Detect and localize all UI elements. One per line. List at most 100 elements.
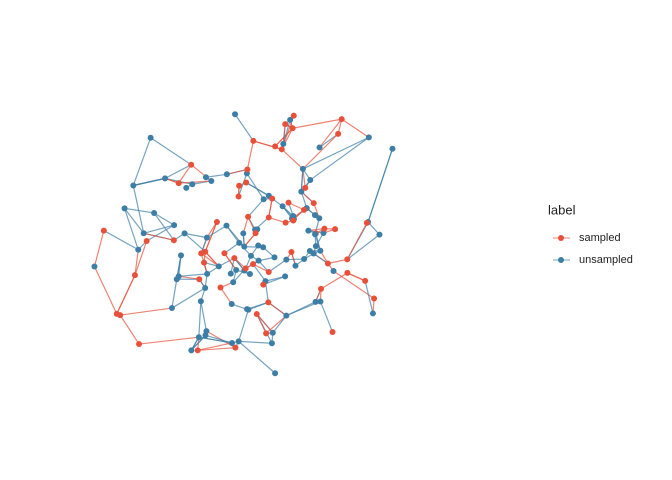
- node-unsampled: [255, 257, 262, 264]
- node-sampled: [289, 125, 296, 132]
- node-unsampled: [203, 234, 210, 241]
- edge: [146, 224, 175, 242]
- node-unsampled: [91, 263, 98, 270]
- node-unsampled: [140, 230, 147, 237]
- node-unsampled: [312, 243, 319, 250]
- edge: [300, 168, 304, 192]
- node-unsampled: [247, 252, 254, 259]
- edge: [252, 263, 266, 282]
- edge: [224, 242, 240, 254]
- node-unsampled: [188, 347, 195, 354]
- node-unsampled: [189, 181, 196, 188]
- edge: [204, 251, 220, 267]
- node-unsampled: [208, 177, 215, 184]
- node-sampled: [131, 272, 138, 279]
- node-unsampled: [279, 203, 286, 210]
- node-unsampled: [130, 182, 137, 189]
- node-sampled: [263, 330, 270, 337]
- edge: [256, 313, 267, 334]
- node-sampled: [310, 200, 317, 207]
- edge: [237, 173, 248, 197]
- edge: [205, 173, 227, 178]
- edge: [302, 136, 370, 170]
- legend: label sampled unsampled: [548, 202, 633, 265]
- node-unsampled: [283, 312, 290, 319]
- node-unsampled: [330, 267, 337, 274]
- node-unsampled: [317, 298, 324, 305]
- node-unsampled: [311, 212, 318, 219]
- node-unsampled: [228, 301, 235, 308]
- node-unsampled: [307, 176, 314, 183]
- node-sampled: [288, 249, 295, 256]
- node-sampled: [321, 225, 328, 232]
- edge: [327, 258, 348, 265]
- edge: [134, 249, 139, 276]
- node-unsampled: [151, 209, 158, 216]
- node-unsampled: [312, 298, 319, 305]
- node-sampled: [221, 250, 228, 257]
- node-sampled: [250, 261, 257, 268]
- node-unsampled: [223, 171, 230, 178]
- edge: [184, 232, 206, 253]
- node-unsampled: [203, 328, 210, 335]
- node-unsampled: [168, 305, 175, 312]
- node-sampled: [363, 219, 370, 226]
- node-unsampled: [202, 285, 209, 292]
- edge: [178, 180, 212, 184]
- edge: [246, 173, 265, 200]
- edge: [319, 301, 334, 333]
- edge: [178, 164, 192, 184]
- node-unsampled: [260, 244, 267, 251]
- node-sampled: [282, 121, 289, 128]
- node-unsampled: [312, 231, 319, 238]
- node-sampled: [136, 341, 143, 348]
- node-sampled: [242, 265, 249, 272]
- node-sampled: [235, 193, 242, 200]
- edge: [198, 301, 202, 338]
- edge: [206, 221, 218, 238]
- edge: [200, 301, 207, 332]
- node-sampled: [335, 130, 342, 137]
- node-unsampled: [317, 247, 324, 254]
- node-unsampled: [316, 144, 323, 151]
- node-unsampled: [389, 145, 396, 152]
- node-sampled: [265, 214, 272, 221]
- node-sampled: [282, 219, 289, 226]
- edge: [132, 185, 145, 234]
- node-sampled: [236, 182, 243, 189]
- node-unsampled: [305, 227, 312, 234]
- edge: [292, 118, 342, 129]
- node-unsampled: [282, 273, 289, 280]
- node-sampled: [371, 295, 378, 302]
- edge: [123, 208, 139, 250]
- node-unsampled: [121, 205, 128, 212]
- edge: [116, 274, 136, 315]
- node-sampled: [213, 218, 220, 225]
- nodes: [91, 111, 396, 377]
- node-unsampled: [310, 250, 317, 257]
- edge: [197, 347, 236, 351]
- node-unsampled: [227, 270, 234, 277]
- node-sampled: [362, 277, 369, 284]
- edge: [138, 336, 199, 345]
- node-sampled: [113, 310, 120, 317]
- node-unsampled: [233, 266, 240, 273]
- edge: [268, 198, 273, 218]
- node-unsampled: [236, 239, 243, 246]
- node-unsampled: [178, 252, 185, 259]
- node-sampled: [265, 268, 272, 275]
- node-sampled: [272, 143, 279, 150]
- edge: [309, 136, 370, 181]
- edge: [124, 207, 145, 234]
- legend-label: unsampled: [579, 254, 633, 266]
- node-unsampled: [283, 256, 290, 263]
- node-sampled: [302, 184, 309, 191]
- edge: [143, 232, 174, 241]
- node-sampled: [301, 206, 308, 213]
- edge: [223, 252, 237, 271]
- edge: [226, 168, 248, 175]
- node-sampled: [188, 161, 195, 168]
- node-sampled: [318, 285, 325, 292]
- edge: [120, 307, 173, 316]
